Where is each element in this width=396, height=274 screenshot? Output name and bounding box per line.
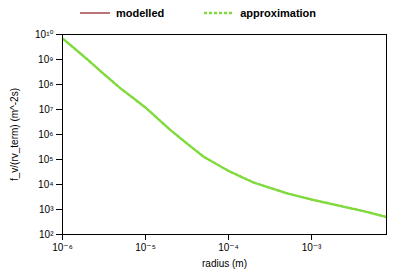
html-text:modelled: modelled: [116, 7, 165, 19]
svg-text:10⁻⁴: 10⁻⁴: [218, 242, 239, 253]
svg-text:10⁴: 10⁴: [38, 179, 53, 190]
svg-text:10⁻⁶: 10⁻⁶: [52, 242, 73, 253]
svg-text:10⁸: 10⁸: [38, 79, 53, 90]
svg-text:radius (m): radius (m): [202, 258, 247, 269]
svg-text:10⁵: 10⁵: [38, 154, 53, 165]
html-text:approximation: approximation: [240, 7, 316, 19]
svg-text:10⁻⁵: 10⁻⁵: [135, 242, 156, 253]
svg-text:10⁶: 10⁶: [38, 129, 53, 140]
svg-text:10⁹: 10⁹: [38, 54, 53, 65]
svg-text:10⁷: 10⁷: [39, 104, 54, 115]
svg-text:10¹⁰: 10¹⁰: [35, 29, 53, 40]
svg-text:10³: 10³: [39, 204, 54, 215]
svg-text:10⁻³: 10⁻³: [302, 242, 322, 253]
svg-text:f_v/(rv_term) (m^-2s): f_v/(rv_term) (m^-2s): [9, 88, 20, 181]
svg-text:10²: 10²: [39, 229, 54, 240]
